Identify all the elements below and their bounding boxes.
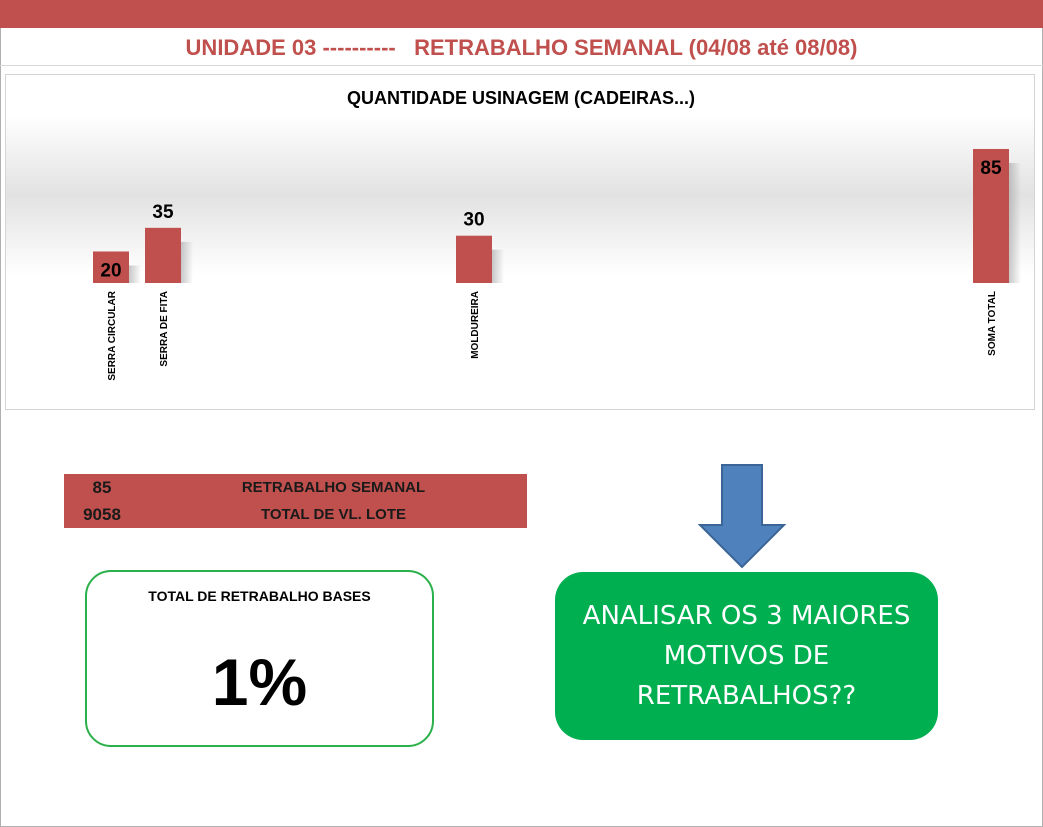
category-label: SERRA DE FITA xyxy=(159,291,170,367)
bar-serra-de-fita xyxy=(145,227,181,283)
page-title: UNIDADE 03 ---------- RETRABALHO SEMANAL… xyxy=(0,30,1043,66)
bar-shadow xyxy=(181,241,193,283)
bar-moldureira xyxy=(456,235,492,283)
data-label: 20 xyxy=(100,260,121,281)
category-label: SOMA TOTAL xyxy=(987,291,998,356)
data-label: 30 xyxy=(463,210,484,231)
kpi-card: TOTAL DE RETRABALHO BASES 1% xyxy=(85,570,434,747)
summary-row-lot-total: 9058 TOTAL DE VL. LOTE xyxy=(64,501,527,528)
bar-shadow xyxy=(129,265,141,283)
summary-table: 85 RETRABALHO SEMANAL 9058 TOTAL DE VL. … xyxy=(64,474,527,528)
summary-label: RETRABALHO SEMANAL xyxy=(241,479,426,496)
top-bar xyxy=(0,0,1043,28)
category-label: SERRA CIRCULAR xyxy=(107,290,118,380)
bar-soma-total xyxy=(973,149,1009,283)
kpi-label: TOTAL DE RETRABALHO BASES xyxy=(148,588,371,604)
chart-svg: 20 SERRA CIRCULAR 35 SERRA DE FITA 30 MOLDURE… xyxy=(93,149,1021,381)
callout-text: ANALISAR OS 3 MAIORES MOTIVOS DE RETRABA… xyxy=(582,601,911,711)
callout-box: ANALISAR OS 3 MAIORES MOTIVOS DE RETRABA… xyxy=(555,572,938,740)
summary-label: TOTAL DE VL. LOTE xyxy=(260,506,406,523)
bar-shadow xyxy=(1009,163,1021,283)
data-label: 85 xyxy=(980,158,1002,179)
arrow-down-icon xyxy=(697,464,787,569)
summary-value: 9058 xyxy=(83,505,121,524)
kpi-value: 1% xyxy=(211,645,308,719)
data-label: 35 xyxy=(152,202,174,223)
chart-title: QUANTIDADE USINAGEM (CADEIRAS...) xyxy=(346,88,695,108)
summary-value: 85 xyxy=(92,478,112,497)
bar-chart: QUANTIDADE USINAGEM (CADEIRAS...) 20 SERR… xyxy=(5,74,1035,410)
bar-shadow xyxy=(492,249,504,283)
summary-row-weekly: 85 RETRABALHO SEMANAL xyxy=(64,474,527,501)
bar-serra-circular xyxy=(93,251,129,283)
category-label: MOLDUREIRA xyxy=(470,291,481,359)
